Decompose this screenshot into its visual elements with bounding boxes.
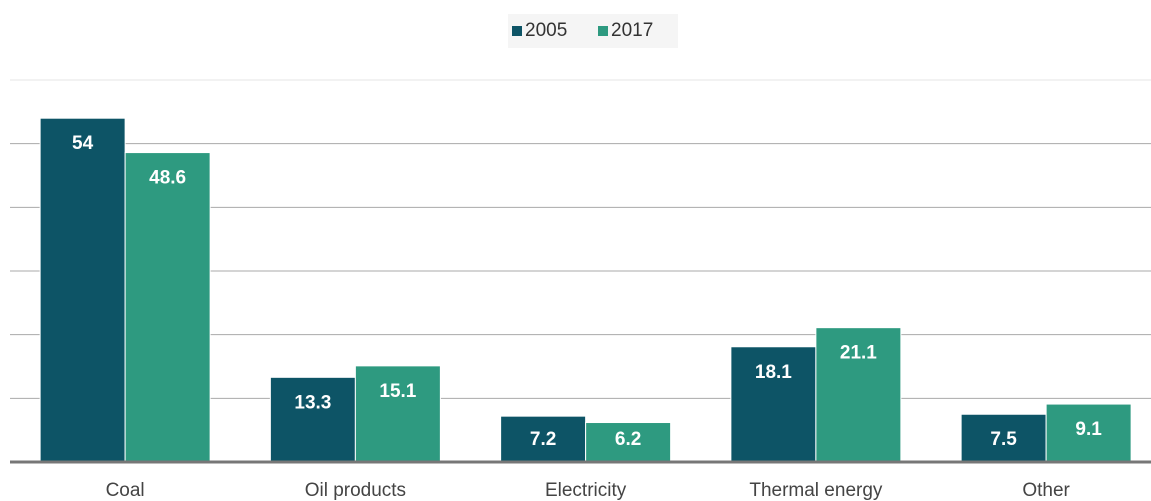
- x-tick-label: Thermal energy: [749, 480, 883, 501]
- bar: [269, 376, 356, 463]
- x-tick-label: Coal: [106, 480, 145, 501]
- legend-label: 2005: [525, 20, 567, 41]
- legend-swatch: [512, 26, 522, 36]
- data-label: 48.6: [149, 168, 186, 189]
- data-label: 9.1: [1075, 419, 1102, 440]
- data-label: 7.5: [990, 429, 1017, 450]
- legend-swatch: [598, 26, 608, 36]
- data-label: 21.1: [840, 343, 877, 364]
- x-tick-label: Oil products: [305, 480, 406, 501]
- legend-background: [508, 14, 678, 48]
- data-label: 13.3: [294, 392, 331, 413]
- legend-label: 2017: [611, 20, 653, 41]
- data-label: 54: [72, 133, 94, 154]
- bar: [960, 413, 1047, 463]
- x-tick-label: Electricity: [545, 480, 627, 501]
- bar: [354, 365, 441, 463]
- bar: [124, 152, 211, 463]
- bar: [1045, 403, 1132, 463]
- x-tick-label: Other: [1022, 480, 1070, 501]
- data-label: 15.1: [379, 381, 416, 402]
- data-label: 6.2: [615, 429, 641, 450]
- bar: [39, 117, 126, 463]
- data-label: 7.2: [530, 429, 556, 450]
- data-label: 18.1: [755, 362, 792, 383]
